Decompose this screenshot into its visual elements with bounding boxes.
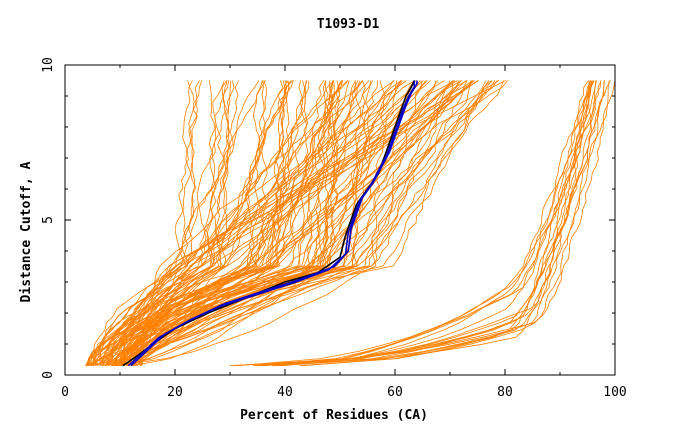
background-curve [133,80,335,366]
x-tick-label: 80 [497,385,513,400]
x-tick-label: 20 [167,385,183,400]
curves [85,80,616,367]
background-curve [126,80,402,367]
background-curve [127,80,349,366]
y-axis-label: Distance Cutoff, A [19,161,34,302]
highlight-curves [122,80,418,367]
background-curve [88,80,228,366]
background-curve [119,80,395,367]
background-curve [109,80,232,366]
background-curve [85,80,456,366]
background-curve [114,80,292,367]
x-tick-label: 40 [277,385,293,400]
background-curve [264,80,595,367]
background-curve [234,80,595,367]
y-tick-label: 5 [41,216,56,224]
background-curve [118,80,334,367]
background-curve [111,80,310,366]
background-curve [111,80,309,366]
background-curve [97,80,407,366]
background-curve [112,80,458,367]
background-curve [88,80,260,367]
background-curve [85,80,198,366]
x-axis: 0 20 40 60 80 100 [61,65,627,400]
background-curve [116,80,342,366]
background-curve [261,80,611,367]
chart-title: T1093-D1 [317,17,380,32]
background-curve [133,80,325,366]
x-axis-label: Percent of Residues (CA) [240,408,428,423]
background-curve [272,80,593,367]
background-curve [272,80,589,367]
background-curve [87,80,284,366]
background-curve [232,80,593,367]
y-tick-label: 10 [41,57,56,73]
background-curve [134,80,361,366]
background-curve [103,80,193,366]
background-curve [282,80,591,367]
background-curve [93,80,267,366]
background-curve [299,80,610,367]
background-curve [112,80,374,367]
background-curve [136,80,240,366]
background-curve [120,80,356,367]
background-curve [101,80,474,366]
background-curve [94,80,445,366]
background-curve [135,80,337,366]
background-curve [105,80,451,366]
background-curve [89,80,479,367]
highlight-curve-black [122,80,416,367]
x-tick-label: 0 [61,385,69,400]
background-curve [121,80,460,366]
background-curve [279,80,592,367]
background-curve [96,80,293,366]
background-curve [122,80,307,366]
y-axis: 0 5 10 [41,57,615,379]
background-curve [125,80,361,366]
background-curve [137,80,403,366]
y-tick-label: 0 [41,371,56,379]
highlight-curve-blue [130,80,418,367]
background-curve [122,80,421,366]
background-curve [120,80,461,366]
background-curve [229,80,616,367]
background-curve [255,80,602,367]
background-curve [121,80,423,366]
x-tick-label: 100 [603,385,626,400]
background-curve [135,80,496,366]
x-tick-label: 60 [387,385,403,400]
